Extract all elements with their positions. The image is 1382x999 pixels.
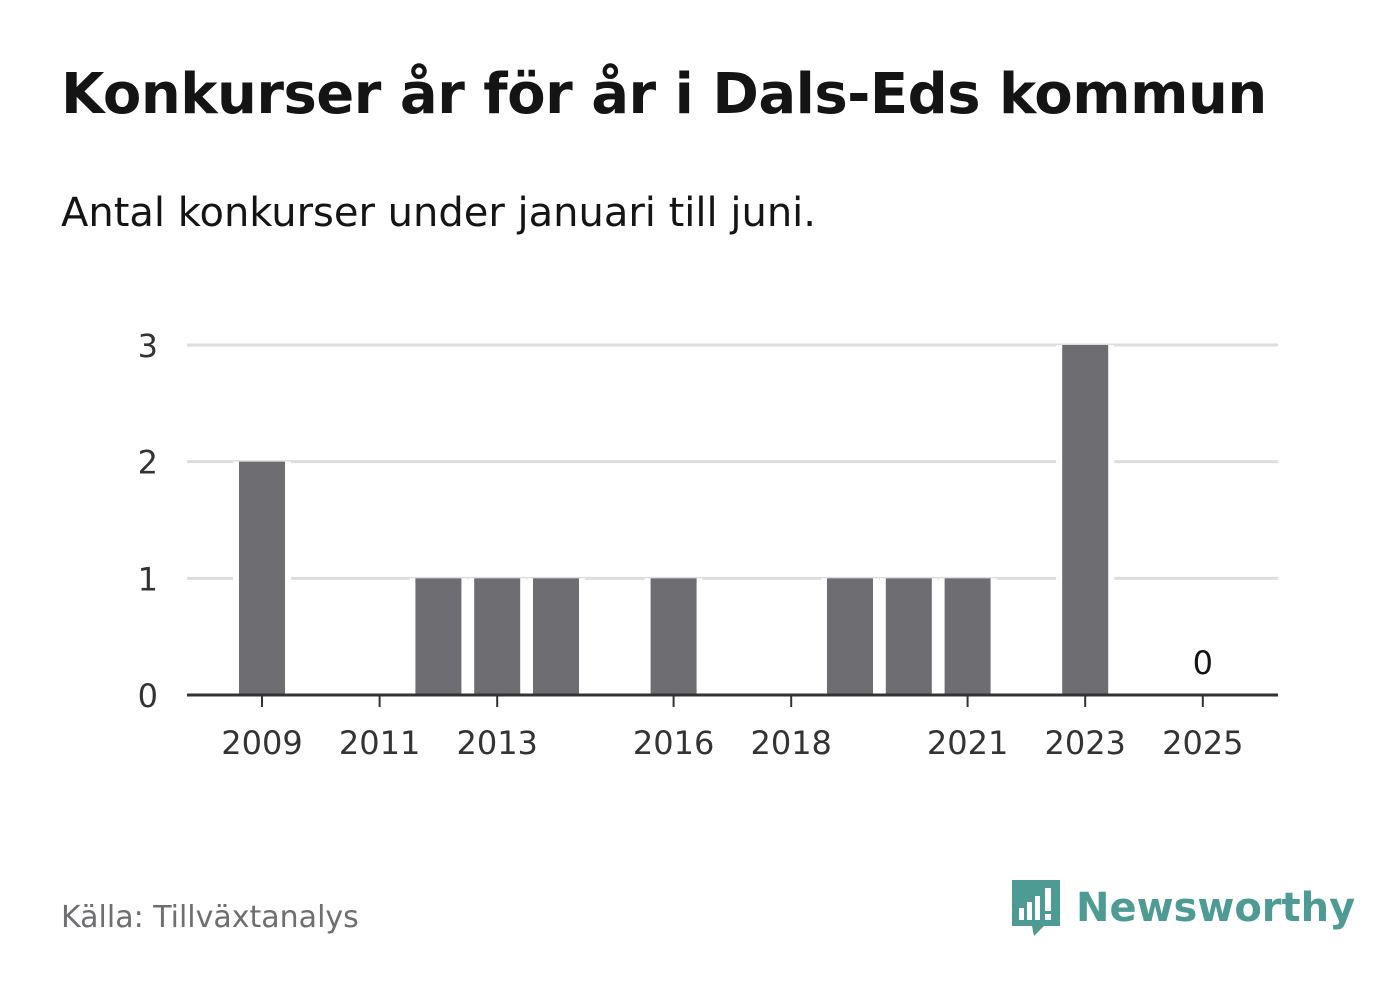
brand-name: Newsworthy bbox=[1076, 885, 1356, 931]
bars bbox=[233, 345, 1115, 695]
labels: 0 1 2 3 2009 2011 2013 2016 2018 2021 2023 2025 0 bbox=[138, 327, 1244, 762]
y-tick-label: 0 bbox=[138, 677, 158, 715]
y-tick-label: 3 bbox=[138, 327, 158, 365]
x-tick-label: 2013 bbox=[456, 724, 537, 762]
bar bbox=[533, 578, 579, 695]
brand-logo: Newsworthy bbox=[1010, 878, 1355, 938]
y-tick-label: 2 bbox=[138, 444, 158, 482]
x-tick-label: 2016 bbox=[633, 724, 714, 762]
source-note: Källa: Tillväxtanalys bbox=[61, 900, 359, 935]
x-tick-label: 2021 bbox=[927, 724, 1008, 762]
data-label: 0 bbox=[1193, 644, 1213, 682]
y-tick-label: 1 bbox=[138, 560, 158, 598]
x-tick-label: 2018 bbox=[750, 724, 831, 762]
x-tick-label: 2023 bbox=[1044, 724, 1125, 762]
bar bbox=[239, 461, 285, 695]
axes bbox=[187, 693, 1278, 707]
bar bbox=[944, 578, 991, 695]
bar bbox=[885, 578, 932, 695]
grid-lines bbox=[187, 343, 1278, 580]
bar bbox=[827, 578, 873, 695]
x-tick-label: 2011 bbox=[339, 724, 420, 762]
bar bbox=[415, 578, 462, 695]
x-tick-label: 2025 bbox=[1162, 724, 1243, 762]
bar bbox=[474, 578, 521, 695]
chart-title: Konkurser år för år i Dals-Eds kommun bbox=[61, 62, 1267, 127]
x-tick-label: 2009 bbox=[221, 724, 302, 762]
bar bbox=[650, 578, 697, 695]
bar bbox=[1062, 345, 1109, 695]
newsworthy-logo-icon bbox=[1012, 880, 1060, 936]
chart-subtitle: Antal konkurser under januari till juni. bbox=[61, 190, 816, 236]
